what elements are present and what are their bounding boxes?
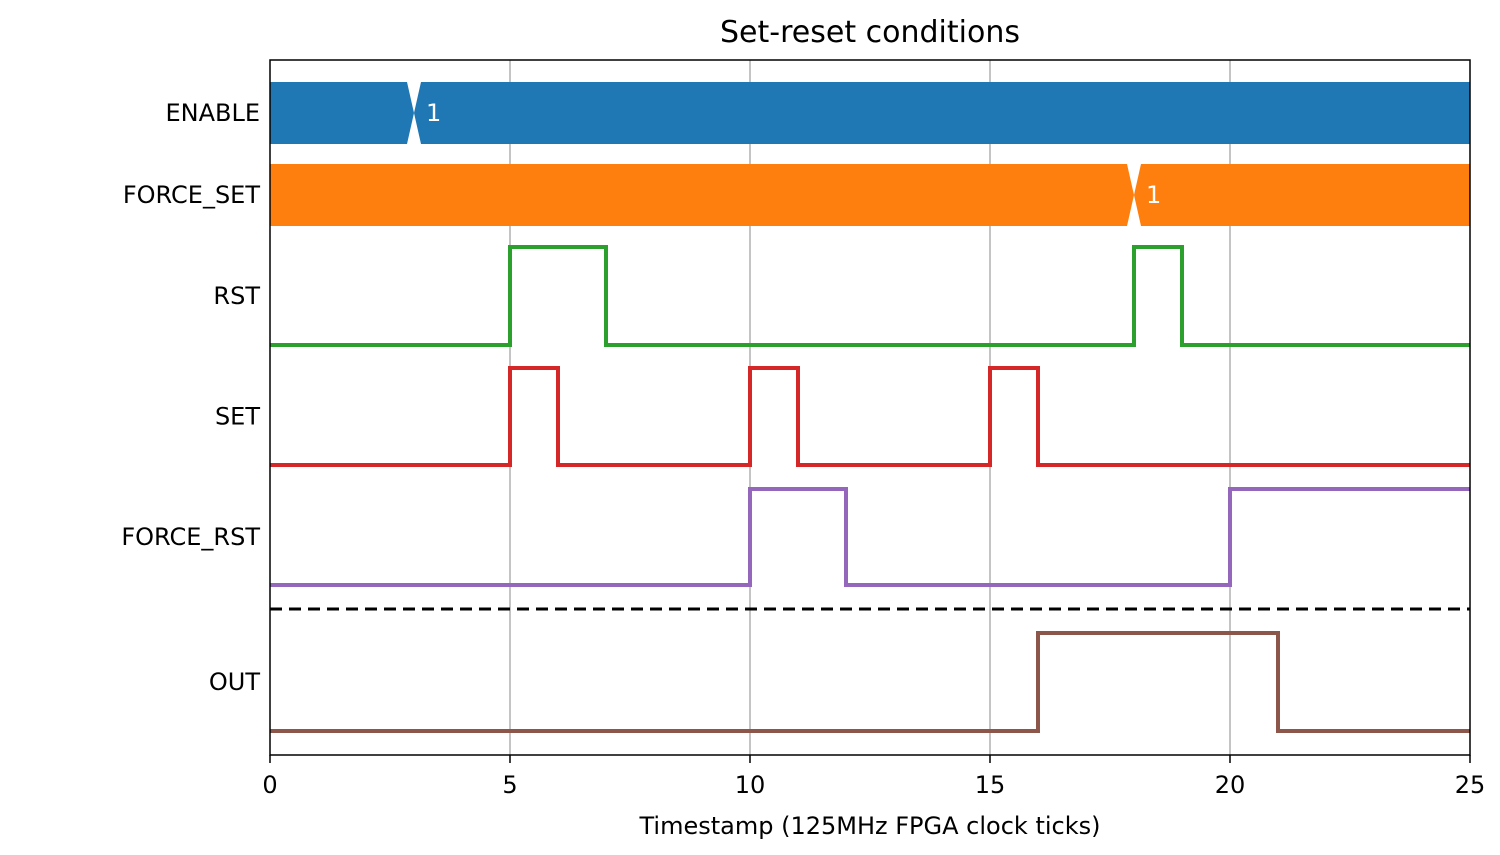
x-tick-label: 25 [1455,771,1486,799]
signal-trace [270,631,1470,733]
signal-label: FORCE_RST [121,523,260,551]
x-tick-label: 10 [735,771,766,799]
x-tick-label: 20 [1215,771,1246,799]
signal-trace [270,366,1470,467]
signal-trace [270,487,1470,587]
chart-title: Set-reset conditions [720,15,1020,50]
x-tick-label: 15 [975,771,1006,799]
signal-label: ENABLE [165,99,260,127]
signal-label: SET [215,403,260,431]
x-tick-label: 0 [262,771,277,799]
x-axis-label: Timestamp (125MHz FPGA clock ticks) [639,812,1101,840]
x-tick-label: 5 [502,771,517,799]
signal-traces: 11 [270,82,1470,733]
bus-segment [270,82,414,144]
plot-frame [269,59,1471,756]
signal-label: FORCE_SET [123,181,260,209]
bus-segment [414,82,1470,144]
signal-trace [270,245,1470,347]
x-axis-ticks: 0 5 10 15 20 25 [262,755,1485,799]
signal-label: OUT [209,668,260,696]
bus-value-label: 1 [426,99,441,127]
signal-label: RST [213,282,260,310]
bus-segment [1134,164,1470,226]
signal-labels: ENABLE FORCE_SET RST SET FORCE_RST OUT [121,99,260,696]
bus-value-label: 1 [1146,181,1161,209]
bus-segment [270,164,1134,226]
